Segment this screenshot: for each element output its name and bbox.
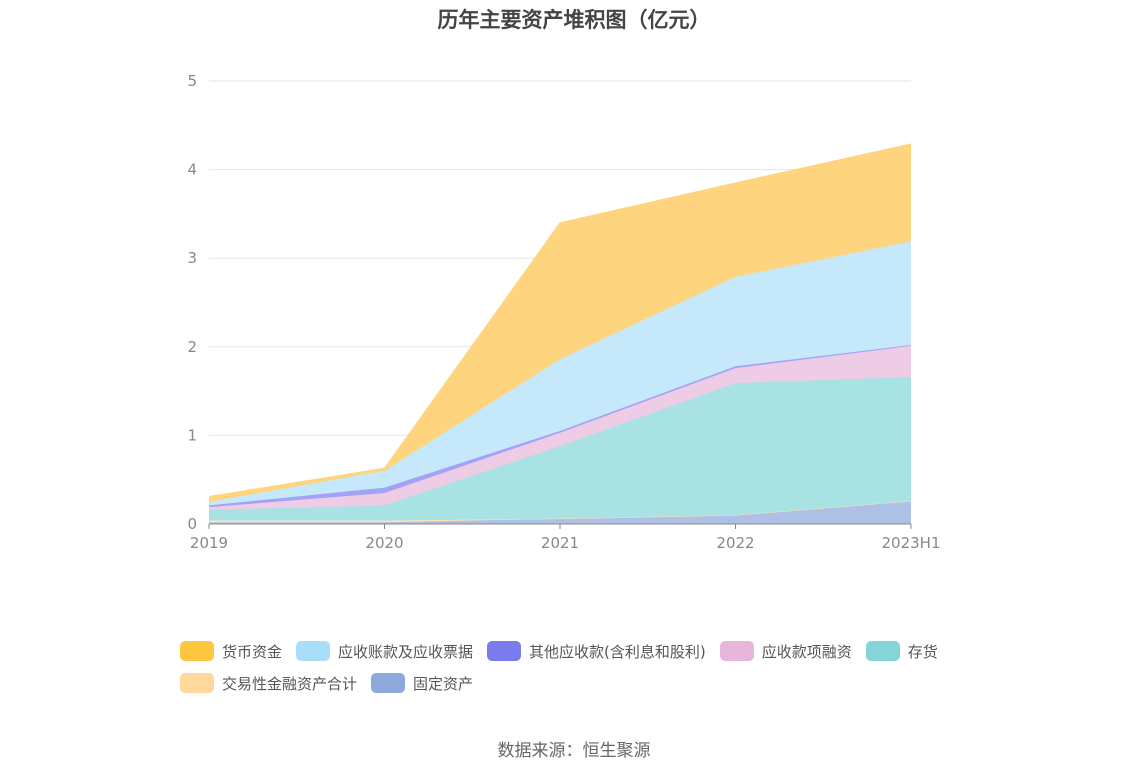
legend-item-receivables-financing[interactable]: 应收款项融资: [719, 640, 852, 662]
x-tick-label: 2021: [541, 534, 579, 552]
area-存货[interactable]: [209, 376, 911, 521]
x-tick-label: 2023H1: [882, 534, 941, 552]
chart-title: 历年主要资产堆积图（亿元）: [437, 8, 711, 32]
legend-label: 应收账款及应收票据: [338, 642, 474, 661]
y-tick-label: 2: [187, 338, 197, 356]
legend-label: 固定资产: [413, 674, 474, 693]
legend-item-receivables[interactable]: 应收账款及应收票据: [296, 640, 473, 662]
area-应收款项融资[interactable]: [209, 345, 911, 510]
legend-label: 交易性金融资产合计: [222, 674, 358, 693]
y-tick-label: 0: [187, 515, 197, 533]
legend-label: 货币资金: [222, 642, 283, 661]
legend-swatch: [487, 641, 522, 661]
x-tick-label: 2022: [716, 534, 754, 552]
legend-label: 其他应收款(含利息和股利): [529, 642, 706, 661]
area-固定资产[interactable]: [209, 500, 911, 524]
legend-swatch: [371, 673, 406, 693]
x-tick-label: 2020: [365, 534, 403, 552]
legend-swatch: [296, 641, 331, 661]
axes: 0 1 2 3 4 5 2019 2020 2021 2022 2023H1: [187, 72, 940, 552]
legend-swatch: [180, 641, 214, 661]
area-货币资金[interactable]: [209, 143, 911, 502]
legend-swatch: [865, 641, 900, 661]
y-tick-label: 3: [187, 249, 197, 267]
legend-item-trading-financial-assets[interactable]: 交易性金融资产合计: [180, 672, 357, 694]
legend: 货币资金 应收账款及应收票据 其他应收款(含利息和股利) 应收款项融资 存货 交…: [180, 640, 1000, 694]
y-tick-label: 5: [187, 72, 197, 90]
legend-item-fixed-assets[interactable]: 固定资产: [371, 672, 473, 694]
area-edge: [208, 143, 912, 498]
legend-label: 存货: [907, 642, 938, 661]
legend-item-cash[interactable]: 货币资金: [180, 640, 282, 662]
legend-label: 应收款项融资: [761, 642, 852, 661]
y-tick-label: 4: [187, 161, 197, 179]
legend-swatch: [719, 641, 754, 661]
x-tick-label: 2019: [190, 534, 228, 552]
y-tick-label: 1: [187, 426, 197, 444]
legend-swatch: [180, 673, 214, 693]
data-source: 数据来源：恒生聚源: [497, 741, 651, 761]
area-layers: [208, 143, 912, 524]
area-应收账款及应收票据[interactable]: [209, 241, 911, 506]
legend-item-inventory[interactable]: 存货: [865, 640, 938, 662]
legend-item-other-receivables[interactable]: 其他应收款(含利息和股利): [487, 640, 706, 662]
